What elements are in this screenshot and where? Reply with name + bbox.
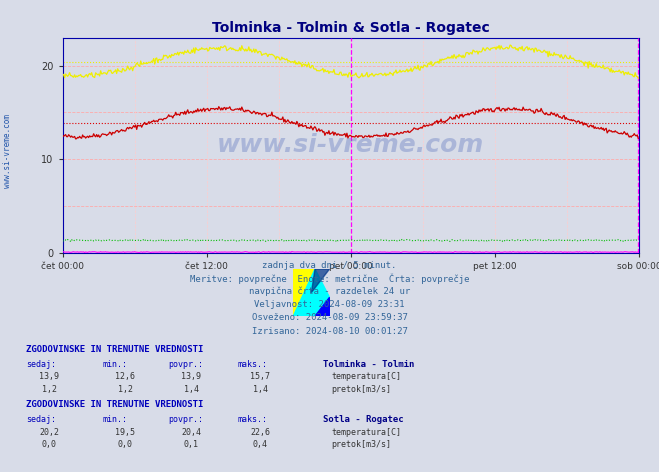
Text: maks.:: maks.: — [237, 415, 268, 424]
Text: maks.:: maks.: — [237, 360, 268, 369]
Text: 19,5: 19,5 — [115, 428, 135, 437]
Text: temperatura[C]: temperatura[C] — [331, 372, 401, 381]
Text: 20,2: 20,2 — [40, 428, 59, 437]
Text: sedaj:: sedaj: — [26, 360, 57, 369]
Text: ZGODOVINSKE IN TRENUTNE VREDNOSTI: ZGODOVINSKE IN TRENUTNE VREDNOSTI — [26, 400, 204, 409]
Text: www.si-vreme.com: www.si-vreme.com — [3, 114, 13, 188]
Text: 0,0: 0,0 — [118, 440, 132, 449]
Text: 0,0: 0,0 — [42, 440, 57, 449]
Text: 20,4: 20,4 — [181, 428, 201, 437]
Text: Veljavnost: 2024-08-09 23:31: Veljavnost: 2024-08-09 23:31 — [254, 300, 405, 309]
Text: 13,9: 13,9 — [181, 372, 201, 381]
Text: Osveženo: 2024-08-09 23:59:37: Osveženo: 2024-08-09 23:59:37 — [252, 313, 407, 322]
Text: 1,4: 1,4 — [184, 385, 198, 394]
Polygon shape — [315, 297, 330, 316]
Text: 22,6: 22,6 — [250, 428, 270, 437]
Title: Tolminka - Tolmin & Sotla - Rogatec: Tolminka - Tolmin & Sotla - Rogatec — [212, 21, 490, 35]
Text: zadnja dva dni / 5 minut.: zadnja dva dni / 5 minut. — [262, 261, 397, 270]
Text: povpr.:: povpr.: — [168, 360, 203, 369]
Text: pretok[m3/s]: pretok[m3/s] — [331, 440, 391, 449]
Polygon shape — [293, 269, 315, 316]
Text: Meritve: povprečne  Enote: metrične  Črta: povprečje: Meritve: povprečne Enote: metrične Črta:… — [190, 274, 469, 284]
Text: Sotla - Rogatec: Sotla - Rogatec — [323, 415, 403, 424]
Text: 13,9: 13,9 — [40, 372, 59, 381]
Text: 1,2: 1,2 — [42, 385, 57, 394]
Text: Izrisano: 2024-08-10 00:01:27: Izrisano: 2024-08-10 00:01:27 — [252, 327, 407, 336]
Text: navpična črta - razdelek 24 ur: navpična črta - razdelek 24 ur — [249, 287, 410, 296]
Polygon shape — [293, 269, 330, 316]
Text: sedaj:: sedaj: — [26, 415, 57, 424]
Text: 1,4: 1,4 — [253, 385, 268, 394]
Text: pretok[m3/s]: pretok[m3/s] — [331, 385, 391, 394]
Text: ZGODOVINSKE IN TRENUTNE VREDNOSTI: ZGODOVINSKE IN TRENUTNE VREDNOSTI — [26, 345, 204, 354]
Text: Tolminka - Tolmin: Tolminka - Tolmin — [323, 360, 415, 369]
Polygon shape — [312, 269, 330, 293]
Text: povpr.:: povpr.: — [168, 415, 203, 424]
Text: www.si-vreme.com: www.si-vreme.com — [217, 133, 484, 157]
Text: 1,2: 1,2 — [118, 385, 132, 394]
Text: 0,1: 0,1 — [184, 440, 198, 449]
Text: 12,6: 12,6 — [115, 372, 135, 381]
Text: min.:: min.: — [102, 415, 127, 424]
Text: 0,4: 0,4 — [253, 440, 268, 449]
Text: temperatura[C]: temperatura[C] — [331, 428, 401, 437]
Text: min.:: min.: — [102, 360, 127, 369]
Text: 15,7: 15,7 — [250, 372, 270, 381]
